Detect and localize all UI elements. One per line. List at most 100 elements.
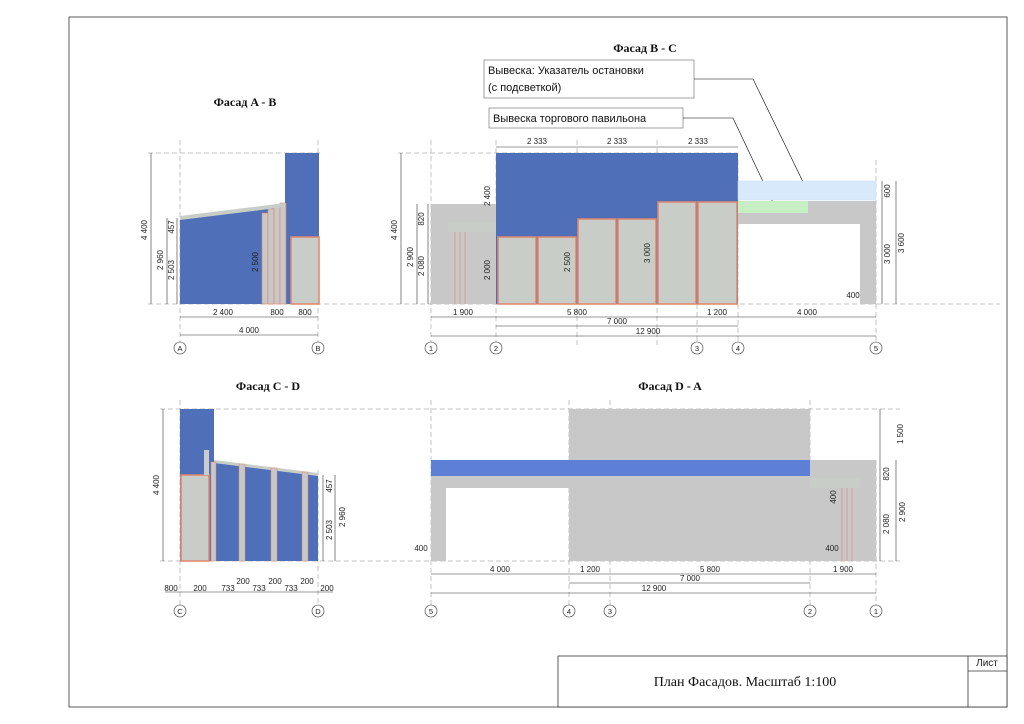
facade-bc-axis-3: 3	[695, 344, 699, 353]
facade-da-left-post	[431, 476, 446, 561]
facade-ab-wall	[180, 205, 278, 304]
facade-da-dim-400-right-bottom: 400	[825, 544, 839, 553]
facade-da-axis-2: 2	[808, 607, 812, 616]
facade-bc-dim-400: 400	[846, 291, 860, 300]
facade-da-pavilion	[569, 409, 810, 561]
facade-bc-dim-12900: 12 900	[636, 327, 661, 336]
facade-da-dim-7000: 7 000	[680, 574, 701, 583]
facade-bc-dim-820: 820	[417, 212, 426, 226]
facade-bc-dim-1200: 1 200	[707, 308, 728, 317]
facade-ab-dim-2503: 2 503	[167, 259, 176, 280]
facade-da-title: Фасад D - A	[638, 379, 702, 393]
facade-bc-dim-1900: 1 900	[453, 308, 474, 317]
facade-bc-axis-4: 4	[736, 344, 740, 353]
facade-bc-dim-top-1: 2 333	[527, 137, 548, 146]
facade-cd-dim-733-c: 733	[284, 584, 298, 593]
callout-stop-sign-text-1: Вывеска: Указатель остановки	[488, 65, 644, 77]
facade-da-dim-1500: 1 500	[896, 423, 905, 444]
facade-cd-dim-733-a: 733	[221, 584, 235, 593]
facade-bc-axis-1: 1	[429, 344, 433, 353]
facade-ab-dim-2960: 2 960	[156, 249, 165, 270]
facade-cd-dim-200-d: 200	[300, 577, 314, 586]
facade-bc-dim-top-2: 2 333	[607, 137, 628, 146]
facade-da: Фасад D - A 1 500 820 2 080 2 900 400 40…	[414, 379, 907, 618]
sheet-label: Лист	[976, 658, 998, 669]
facade-da-blue-band	[431, 460, 810, 476]
facade-bc-stop-sign	[737, 180, 877, 201]
callout-stop-sign	[483, 59, 695, 99]
facade-bc-axis-2: 2	[494, 344, 498, 353]
callout-stop-sign-text-2: (с подсветкой)	[488, 82, 561, 94]
facade-ab-axis-a: A	[177, 344, 182, 353]
facade-cd-dim-200-a: 200	[193, 584, 207, 593]
facade-cd-dim-733-b: 733	[252, 584, 266, 593]
facade-cd: Фасад C - D 4 400 457 2 503 2 960 800 20…	[152, 379, 900, 618]
facade-cd-dim-2960: 2 960	[338, 506, 347, 527]
facade-ab-dim-2400: 2 400	[213, 308, 234, 317]
facade-cd-dim-457: 457	[325, 479, 334, 493]
facade-cd-dim-200-e: 200	[320, 584, 334, 593]
facade-da-dim-2900: 2 900	[898, 501, 907, 522]
facade-da-dim-5800: 5 800	[700, 565, 721, 574]
facade-da-axis-5: 5	[429, 607, 433, 616]
sheet-frame	[68, 16, 1008, 708]
facade-bc-dim-2400: 2 400	[483, 185, 492, 206]
facade-bc-right-post	[860, 213, 876, 304]
facade-bc-dim-7000: 7 000	[607, 317, 628, 326]
facade-bc: Фасад B - C Вывеска: Указатель остановки…	[390, 41, 906, 355]
facade-da-axis-3: 3	[608, 607, 612, 616]
facade-da-dim-12900: 12 900	[642, 584, 667, 593]
facade-bc-left-canopy	[431, 204, 496, 304]
facade-bc-dim-3600: 3 600	[897, 232, 906, 253]
facade-ab-dim-4400: 4 400	[140, 219, 149, 240]
facade-bc-panel-5	[657, 201, 697, 305]
facade-bc-dim-5800: 5 800	[567, 308, 588, 317]
facade-cd-dim-2503: 2 503	[325, 519, 334, 540]
title-block: План Фасадов. Масштаб 1:100 Лист	[557, 655, 1008, 708]
facade-cd-door	[180, 474, 210, 562]
facade-bc-panel-2	[537, 236, 577, 305]
facade-ab-axis-b: B	[315, 344, 320, 353]
sheet-title: План Фасадов. Масштаб 1:100	[654, 675, 837, 690]
facade-cd-dim-4400: 4 400	[152, 474, 161, 495]
facade-da-dim-4000: 4 000	[490, 565, 511, 574]
facade-bc-dim-4400: 4 400	[390, 219, 399, 240]
facade-da-axis-1: 1	[874, 607, 878, 616]
facade-da-dim-400-left: 400	[414, 544, 428, 553]
facade-ab-dim-800-b: 800	[298, 308, 312, 317]
facade-ab: Фасад A - B 4 400 2 960 457 2 503 2 500 …	[140, 95, 1000, 355]
facade-cd-dim-200-c: 200	[268, 577, 282, 586]
facade-da-dim-400-right-top: 400	[829, 490, 838, 504]
facade-bc-dim-2080: 2 080	[417, 255, 426, 276]
facade-da-dim-820: 820	[882, 467, 891, 481]
facade-ab-dim-2500: 2 500	[251, 251, 260, 272]
facade-bc-panel-1	[497, 236, 537, 305]
facade-bc-dim-2500: 2 500	[563, 251, 572, 272]
facade-cd-axis-c: C	[177, 607, 183, 616]
facade-da-dim-1900: 1 900	[833, 565, 854, 574]
facade-ab-dim-457: 457	[167, 220, 176, 234]
facade-cd-dim-200-b: 200	[236, 577, 250, 586]
facade-bc-dim-2000: 2 000	[483, 259, 492, 280]
facade-bc-panel-4	[617, 218, 657, 305]
facade-ab-door	[290, 236, 320, 305]
facade-bc-dim-3000: 3 000	[643, 242, 652, 263]
facade-da-dim-2080: 2 080	[882, 513, 891, 534]
callout-pavilion-sign-text: Вывеска торгового павильона	[493, 113, 647, 125]
facade-bc-panel-3	[577, 218, 617, 305]
facade-bc-dim-600: 600	[883, 184, 892, 198]
facade-bc-axis-5: 5	[874, 344, 878, 353]
facade-cd-title: Фасад C - D	[236, 379, 301, 393]
facade-ab-dim-800-a: 800	[270, 308, 284, 317]
facade-bc-dim-top-3: 2 333	[688, 137, 709, 146]
facade-ab-title: Фасад A - B	[214, 95, 277, 109]
facade-bc-pavilion-sign	[738, 201, 808, 213]
facade-bc-dim-2900: 2 900	[406, 246, 415, 267]
facade-da-dim-1200: 1 200	[580, 565, 601, 574]
facade-da-axis-4: 4	[567, 607, 571, 616]
facade-bc-dim-3000-right: 3 000	[883, 243, 892, 264]
facade-bc-dim-4000: 4 000	[797, 308, 818, 317]
facade-cd-dim-800: 800	[164, 584, 178, 593]
facade-bc-title: Фасад B - C	[613, 41, 677, 55]
